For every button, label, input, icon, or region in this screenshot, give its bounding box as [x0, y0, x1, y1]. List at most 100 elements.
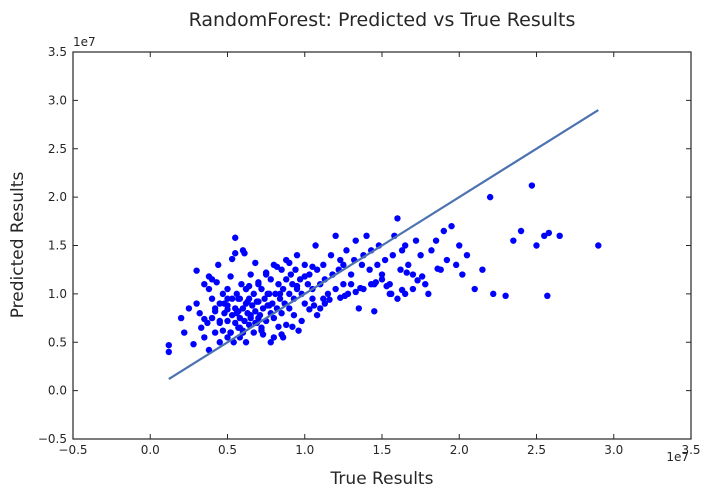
data-point	[224, 306, 231, 313]
data-point	[193, 300, 200, 307]
data-point	[317, 305, 324, 312]
chart-title: RandomForest: Predicted vs True Results	[189, 9, 576, 31]
data-point	[267, 276, 274, 283]
data-point	[227, 329, 234, 336]
data-point	[486, 193, 494, 201]
data-point	[233, 290, 240, 298]
data-point	[313, 311, 321, 319]
data-point	[301, 300, 308, 307]
y-tick-label: 3.5	[48, 45, 67, 59]
reference-line-group	[168, 109, 599, 380]
x-tick-label: 2.0	[450, 443, 469, 457]
data-point	[417, 251, 424, 259]
data-point	[261, 295, 268, 302]
data-point	[264, 290, 271, 298]
data-point	[440, 227, 447, 235]
data-point	[381, 256, 389, 264]
data-point	[208, 314, 216, 322]
data-point	[252, 259, 259, 267]
data-point	[287, 271, 295, 278]
data-point	[397, 266, 404, 273]
data-point	[201, 281, 208, 288]
data-point	[452, 261, 460, 269]
data-point	[378, 271, 386, 278]
data-point	[228, 255, 236, 263]
data-point	[502, 292, 509, 300]
data-point	[249, 302, 256, 309]
data-point	[275, 323, 282, 330]
x-tick-label: 0.0	[141, 443, 160, 457]
data-point	[371, 308, 378, 315]
data-point	[296, 276, 304, 283]
data-point	[238, 281, 245, 288]
x-tick-label: 3.0	[604, 443, 623, 457]
data-point	[490, 290, 497, 298]
data-point	[211, 329, 219, 336]
data-point	[293, 282, 301, 290]
data-point	[383, 282, 390, 290]
data-point	[347, 281, 355, 288]
data-point	[394, 215, 401, 222]
data-point	[405, 261, 412, 269]
data-point	[224, 317, 231, 325]
data-point	[242, 339, 250, 346]
data-point	[221, 300, 228, 307]
data-point	[341, 292, 349, 300]
data-point	[528, 182, 536, 189]
data-point	[347, 271, 355, 278]
data-point	[236, 314, 244, 322]
data-point	[258, 285, 265, 293]
data-point	[352, 237, 359, 244]
data-point	[398, 247, 406, 254]
data-point	[355, 305, 363, 312]
data-point	[165, 341, 172, 349]
data-point	[228, 295, 236, 302]
data-point	[177, 314, 185, 322]
data-point	[259, 331, 267, 338]
data-point	[286, 290, 293, 298]
data-point	[403, 269, 410, 276]
data-point	[422, 281, 429, 288]
data-point	[286, 259, 293, 267]
data-point	[279, 334, 287, 341]
data-point	[235, 295, 242, 302]
data-point	[372, 279, 380, 286]
data-point	[201, 315, 208, 323]
data-point	[201, 334, 208, 341]
data-point	[247, 311, 254, 319]
data-point	[409, 271, 417, 278]
data-point	[205, 285, 213, 293]
data-point	[332, 285, 339, 293]
data-point	[321, 300, 329, 307]
data-point	[289, 323, 296, 330]
data-point	[544, 292, 551, 300]
data-point	[247, 271, 254, 278]
data-point	[278, 310, 285, 317]
data-point	[275, 281, 282, 288]
data-point	[208, 295, 216, 302]
data-point	[556, 232, 563, 240]
data-point	[216, 300, 223, 307]
data-point	[266, 302, 273, 309]
data-point	[517, 227, 525, 235]
data-point	[219, 290, 227, 298]
data-point	[414, 277, 421, 284]
data-point	[352, 288, 359, 296]
data-point	[224, 285, 231, 293]
data-point	[409, 285, 417, 293]
data-point	[241, 250, 248, 257]
data-point	[219, 327, 227, 334]
data-point	[253, 298, 261, 305]
data-point	[193, 267, 200, 274]
scatter-points	[165, 182, 602, 356]
x-axis-offset-text: 1e7	[666, 450, 689, 464]
y-tick-label: 1.0	[48, 287, 67, 301]
data-point	[510, 237, 517, 244]
data-point	[301, 261, 308, 269]
data-point	[320, 261, 327, 269]
data-point	[309, 295, 316, 302]
data-point	[443, 256, 451, 264]
data-point	[215, 261, 222, 269]
data-point	[198, 324, 205, 331]
